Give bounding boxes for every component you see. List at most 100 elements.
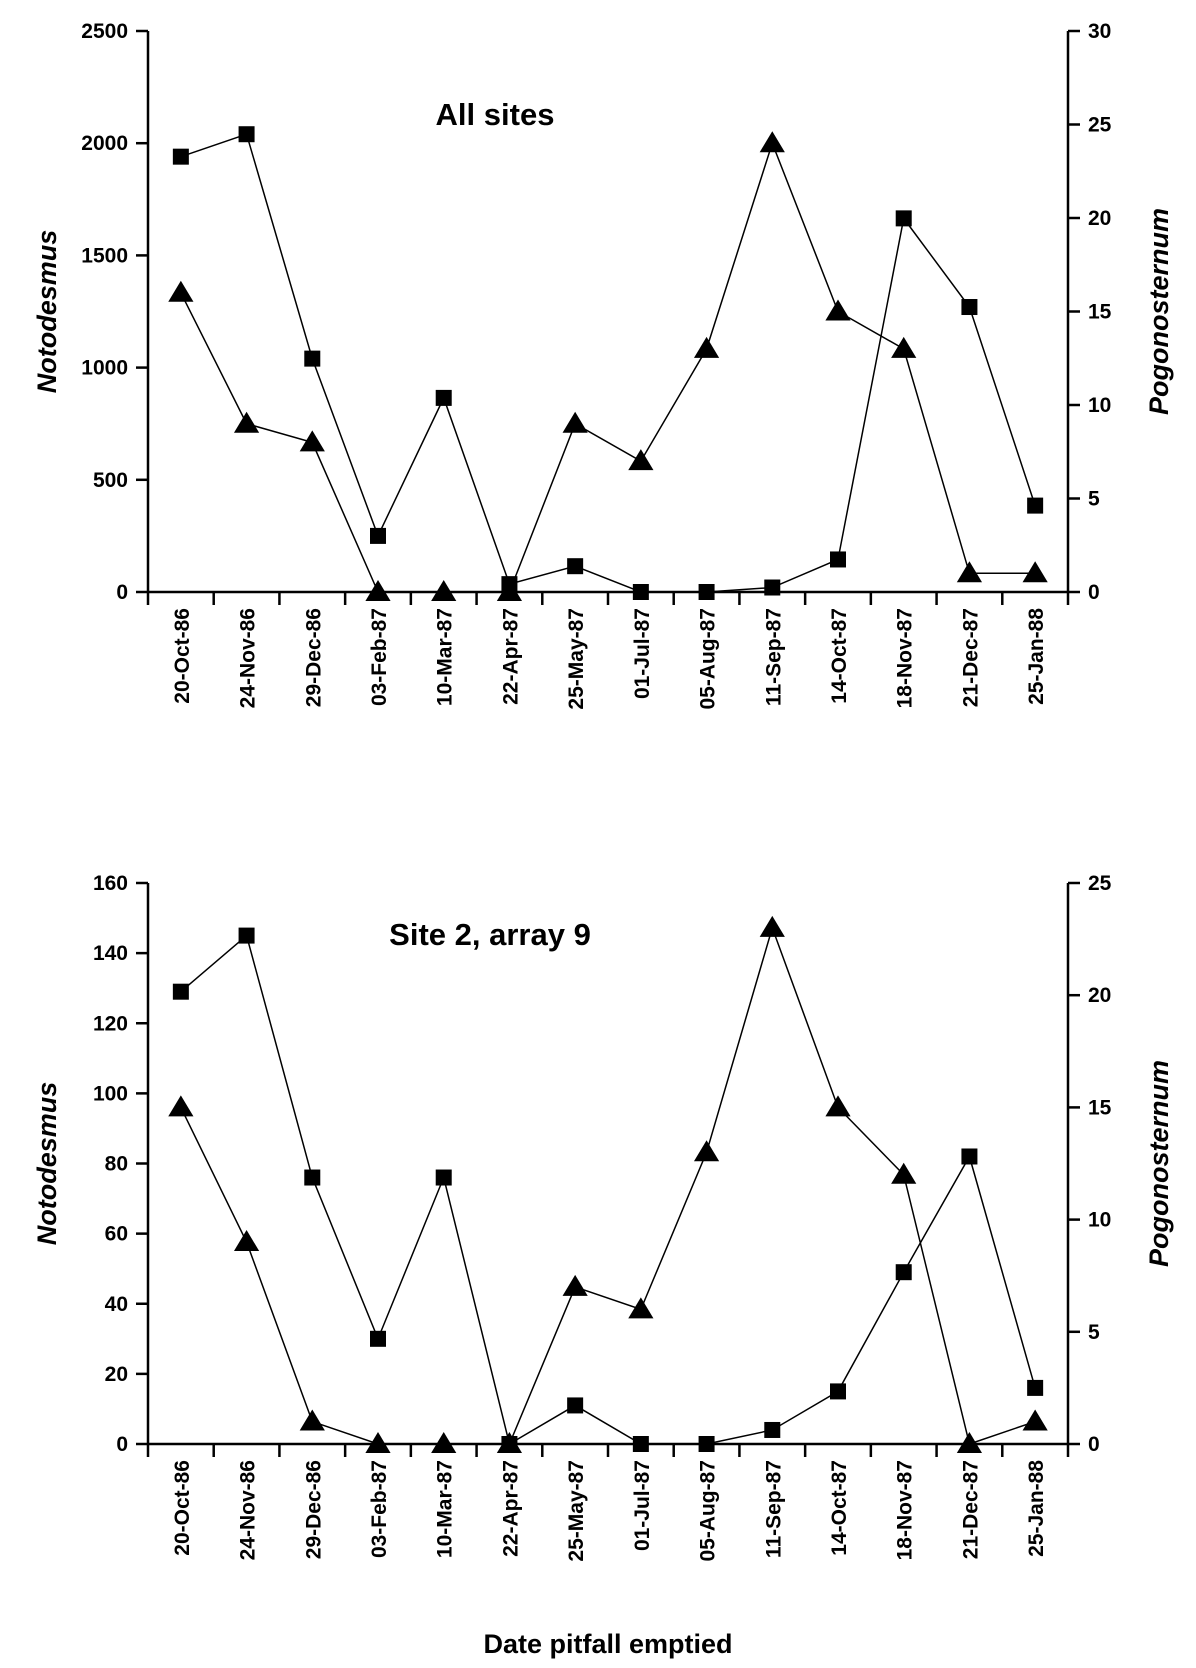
- square-data-point: [435, 389, 452, 406]
- x-tick-label: 21-Dec-87: [959, 608, 982, 707]
- x-axis-title: Date pitfall emptied: [483, 1629, 732, 1659]
- triangle-data-point: [628, 449, 654, 471]
- triangle-data-point: [365, 1432, 391, 1453]
- notodesmus-series-line: [180, 934, 1036, 1446]
- square-data-point: [698, 584, 715, 600]
- right-y-tick-label: 25: [1088, 872, 1112, 895]
- triangle-data-point: [693, 336, 720, 358]
- left-y-tick-label: 2000: [81, 132, 128, 155]
- x-tick-label: 11-Sep-87: [762, 608, 785, 706]
- square-data-point: [172, 983, 189, 1000]
- triangle-data-point: [1022, 1409, 1048, 1431]
- right-y-tick-label: 15: [1088, 1096, 1112, 1119]
- x-tick-label: 25-May-87: [565, 1460, 588, 1562]
- x-tick-label: 18-Nov-87: [894, 1460, 917, 1560]
- square-data-point: [698, 1436, 715, 1452]
- triangle-data-point: [562, 1274, 588, 1296]
- x-tick-label: 18-Nov-87: [894, 608, 917, 708]
- square-data-point: [435, 1169, 452, 1186]
- triangle-data-point: [562, 411, 588, 433]
- triangle-data-point: [365, 580, 391, 601]
- chart-panel-site2-array9: 0 20 40 60 80 100 120 140 160 0 5 10 15 20 25 20-Oct-86…: [32, 872, 1174, 1659]
- x-tick-label: 20-Oct-86: [171, 608, 194, 704]
- right-y-tick-label: 25: [1088, 114, 1112, 137]
- square-data-point: [830, 1383, 846, 1400]
- x-tick-label: 05-Aug-87: [697, 608, 720, 710]
- triangle-data-point: [759, 131, 785, 153]
- right-y-tick-label: 5: [1088, 488, 1100, 511]
- right-y-axis-title: Pogonosternum: [1144, 1060, 1174, 1267]
- left-y-tick-label: 500: [93, 469, 128, 492]
- x-tick-label: 24-Nov-86: [237, 608, 260, 708]
- square-data-point: [830, 551, 846, 568]
- x-tick-label: 01-Jul-87: [631, 608, 654, 699]
- triangle-data-point: [496, 580, 523, 601]
- square-data-point: [764, 579, 781, 596]
- left-y-tick-label: 100: [93, 1082, 128, 1105]
- left-y-axis-title: Notodesmus: [32, 1082, 62, 1246]
- x-tick-label: 03-Feb-87: [368, 1460, 391, 1558]
- x-tick-label: 24-Nov-86: [237, 1460, 260, 1560]
- left-y-tick-label: 20: [105, 1363, 128, 1386]
- triangle-data-point: [628, 1297, 654, 1319]
- square-data-point: [632, 584, 649, 600]
- x-tick-label: 25-May-87: [565, 608, 588, 710]
- square-data-point: [304, 350, 321, 367]
- x-tick-label: 05-Aug-87: [697, 1460, 720, 1562]
- right-y-axis-title: Pogonosternum: [1144, 208, 1174, 415]
- left-y-tick-label: 0: [116, 1433, 128, 1456]
- square-data-point: [304, 1169, 321, 1186]
- x-tick-label: 14-Oct-87: [828, 608, 851, 704]
- square-data-point: [238, 126, 255, 143]
- triangle-data-point: [956, 1432, 983, 1453]
- left-y-tick-label: 2500: [81, 20, 128, 43]
- square-data-point: [567, 1397, 584, 1414]
- triangle-data-point: [496, 1432, 523, 1453]
- left-y-tick-label: 1500: [81, 244, 128, 267]
- right-y-tick-label: 20: [1088, 207, 1111, 230]
- triangle-data-point: [891, 1162, 917, 1184]
- x-tick-label: 01-Jul-87: [631, 1460, 654, 1551]
- triangle-data-point: [1022, 561, 1048, 583]
- square-data-point: [567, 558, 584, 575]
- square-data-point: [370, 527, 386, 544]
- left-y-tick-label: 120: [93, 1012, 128, 1035]
- square-data-point: [764, 1421, 781, 1438]
- right-y-tick-label: 10: [1088, 1209, 1111, 1232]
- panel-title: All sites: [436, 97, 555, 132]
- x-tick-label: 25-Jan-88: [1025, 1460, 1048, 1557]
- x-tick-label: 29-Dec-86: [302, 1460, 325, 1559]
- square-data-point: [172, 148, 189, 165]
- chart-panel-all-sites: 0 500 1000 1500 2000 2500 0 5 10 15 20 25 30 20-Oct-8…: [32, 20, 1174, 710]
- x-tick-label: 03-Feb-87: [368, 608, 391, 706]
- x-tick-label: 29-Dec-86: [302, 608, 325, 707]
- triangle-data-point: [693, 1140, 720, 1162]
- square-data-point: [632, 1436, 649, 1452]
- square-data-point: [370, 1330, 386, 1347]
- x-tick-label: 10-Mar-87: [434, 608, 457, 706]
- triangle-data-point: [299, 430, 325, 452]
- x-tick-label: 14-Oct-87: [828, 1460, 851, 1556]
- right-y-tick-label: 30: [1088, 20, 1111, 43]
- triangle-data-point: [299, 1409, 325, 1431]
- left-y-tick-label: 60: [105, 1223, 128, 1246]
- x-tick-label: 22-Apr-87: [499, 1460, 522, 1557]
- right-y-tick-label: 0: [1088, 1433, 1100, 1456]
- right-y-tick-label: 15: [1088, 301, 1112, 324]
- triangle-data-point: [431, 580, 457, 601]
- square-data-point: [895, 1264, 912, 1281]
- left-y-tick-label: 80: [105, 1153, 128, 1176]
- square-data-point: [238, 927, 255, 944]
- right-y-tick-label: 10: [1088, 394, 1111, 417]
- right-y-tick-label: 0: [1088, 581, 1100, 604]
- left-y-tick-label: 0: [116, 581, 128, 604]
- triangle-data-point: [168, 280, 194, 302]
- left-y-tick-label: 1000: [81, 357, 128, 380]
- square-data-point: [961, 299, 978, 316]
- x-tick-label: 11-Sep-87: [762, 1460, 785, 1558]
- panel-title: Site 2, array 9: [389, 917, 591, 952]
- x-tick-label: 25-Jan-88: [1025, 608, 1048, 705]
- square-data-point: [961, 1148, 978, 1165]
- left-y-tick-label: 40: [105, 1293, 128, 1316]
